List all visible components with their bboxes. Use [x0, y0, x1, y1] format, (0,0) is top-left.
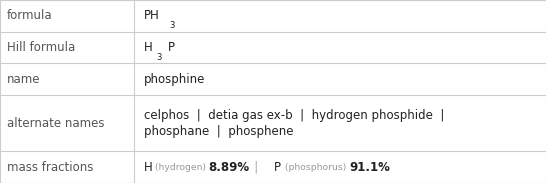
Text: phosphane  |  phosphene: phosphane | phosphene [144, 125, 293, 138]
Text: (phosphorus): (phosphorus) [282, 163, 347, 172]
Text: 8.89%: 8.89% [209, 161, 250, 174]
Text: formula: formula [7, 9, 52, 22]
Text: H: H [144, 41, 152, 54]
Text: (hydrogen): (hydrogen) [152, 163, 206, 172]
Text: name: name [7, 73, 40, 86]
Text: Hill formula: Hill formula [7, 41, 75, 54]
Text: P: P [168, 41, 175, 54]
Text: PH: PH [144, 9, 159, 22]
Text: H: H [144, 161, 152, 174]
Text: celphos  |  detia gas ex-b  |  hydrogen phosphide  |: celphos | detia gas ex-b | hydrogen phos… [144, 109, 444, 122]
Text: mass fractions: mass fractions [7, 161, 93, 174]
Text: |: | [243, 161, 269, 174]
Text: alternate names: alternate names [7, 117, 104, 130]
Text: P: P [274, 161, 281, 174]
Text: 91.1%: 91.1% [349, 161, 390, 174]
Text: 3: 3 [170, 21, 175, 30]
Text: phosphine: phosphine [144, 73, 205, 86]
Text: 3: 3 [157, 53, 162, 62]
